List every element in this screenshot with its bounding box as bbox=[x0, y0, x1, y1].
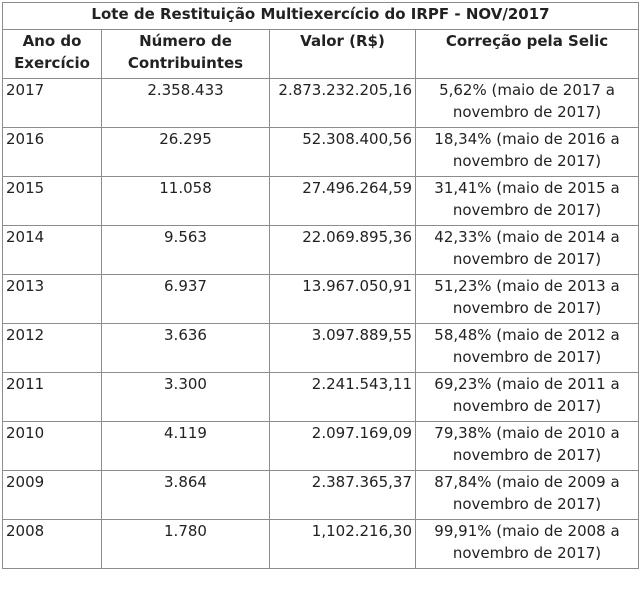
table-row: 2015 11.058 27.496.264,59 31,41% (maio d… bbox=[2, 176, 639, 226]
cell-year: 2010 bbox=[2, 421, 102, 471]
cell-contributors: 3.300 bbox=[101, 372, 270, 422]
cell-selic: 42,33% (maio de 2014 a novembro de 2017) bbox=[415, 225, 639, 275]
cell-selic: 69,23% (maio de 2011 a novembro de 2017) bbox=[415, 372, 639, 422]
cell-selic: 31,41% (maio de 2015 a novembro de 2017) bbox=[415, 176, 639, 226]
cell-value: 13.967.050,91 bbox=[269, 274, 416, 324]
cell-value: 22.069.895,36 bbox=[269, 225, 416, 275]
cell-value: 2.387.365,37 bbox=[269, 470, 416, 520]
cell-contributors: 6.937 bbox=[101, 274, 270, 324]
cell-selic: 79,38% (maio de 2010 a novembro de 2017) bbox=[415, 421, 639, 471]
cell-contributors: 1.780 bbox=[101, 519, 270, 569]
cell-year: 2009 bbox=[2, 470, 102, 520]
table-row: 2011 3.300 2.241.543,11 69,23% (maio de … bbox=[2, 372, 639, 422]
cell-contributors: 2.358.433 bbox=[101, 78, 270, 128]
table-row: 2012 3.636 3.097.889,55 58,48% (maio de … bbox=[2, 323, 639, 373]
cell-year: 2013 bbox=[2, 274, 102, 324]
cell-contributors: 9.563 bbox=[101, 225, 270, 275]
header-value: Valor (R$) bbox=[269, 29, 416, 79]
cell-contributors: 3.636 bbox=[101, 323, 270, 373]
table-row: 2013 6.937 13.967.050,91 51,23% (maio de… bbox=[2, 274, 639, 324]
cell-contributors: 4.119 bbox=[101, 421, 270, 471]
cell-value: 1,102.216,30 bbox=[269, 519, 416, 569]
cell-year: 2008 bbox=[2, 519, 102, 569]
table-row: 2010 4.119 2.097.169,09 79,38% (maio de … bbox=[2, 421, 639, 471]
cell-selic: 18,34% (maio de 2016 a novembro de 2017) bbox=[415, 127, 639, 177]
cell-selic: 87,84% (maio de 2009 a novembro de 2017) bbox=[415, 470, 639, 520]
header-selic: Correção pela Selic bbox=[415, 29, 639, 79]
cell-value: 52.308.400,56 bbox=[269, 127, 416, 177]
cell-selic: 5,62% (maio de 2017 a novembro de 2017) bbox=[415, 78, 639, 128]
cell-year: 2014 bbox=[2, 225, 102, 275]
cell-year: 2012 bbox=[2, 323, 102, 373]
cell-value: 27.496.264,59 bbox=[269, 176, 416, 226]
cell-value: 2.241.543,11 bbox=[269, 372, 416, 422]
table-title-row: Lote de Restituição Multiexercício do IR… bbox=[2, 2, 639, 30]
cell-value: 2.873.232.205,16 bbox=[269, 78, 416, 128]
table-row: 2014 9.563 22.069.895,36 42,33% (maio de… bbox=[2, 225, 639, 275]
restitution-table: Lote de Restituição Multiexercício do IR… bbox=[2, 2, 639, 569]
cell-year: 2015 bbox=[2, 176, 102, 226]
cell-value: 2.097.169,09 bbox=[269, 421, 416, 471]
cell-selic: 99,91% (maio de 2008 a novembro de 2017) bbox=[415, 519, 639, 569]
table-row: 2008 1.780 1,102.216,30 99,91% (maio de … bbox=[2, 519, 639, 569]
cell-value: 3.097.889,55 bbox=[269, 323, 416, 373]
table-header-row: Ano do Exercício Número de Contribuintes… bbox=[2, 29, 639, 79]
cell-contributors: 3.864 bbox=[101, 470, 270, 520]
header-contributors: Número de Contribuintes bbox=[101, 29, 270, 79]
header-year: Ano do Exercício bbox=[2, 29, 102, 79]
cell-year: 2017 bbox=[2, 78, 102, 128]
cell-selic: 58,48% (maio de 2012 a novembro de 2017) bbox=[415, 323, 639, 373]
cell-year: 2011 bbox=[2, 372, 102, 422]
table-row: 2017 2.358.433 2.873.232.205,16 5,62% (m… bbox=[2, 78, 639, 128]
table-row: 2016 26.295 52.308.400,56 18,34% (maio d… bbox=[2, 127, 639, 177]
cell-contributors: 26.295 bbox=[101, 127, 270, 177]
table-row: 2009 3.864 2.387.365,37 87,84% (maio de … bbox=[2, 470, 639, 520]
cell-year: 2016 bbox=[2, 127, 102, 177]
cell-selic: 51,23% (maio de 2013 a novembro de 2017) bbox=[415, 274, 639, 324]
table-title: Lote de Restituição Multiexercício do IR… bbox=[2, 2, 639, 30]
cell-contributors: 11.058 bbox=[101, 176, 270, 226]
